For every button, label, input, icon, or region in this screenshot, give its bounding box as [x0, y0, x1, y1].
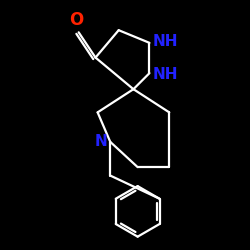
Text: O: O: [70, 11, 84, 29]
Text: NH: NH: [152, 67, 178, 82]
Text: NH: NH: [152, 34, 178, 49]
Text: N: N: [94, 134, 107, 149]
